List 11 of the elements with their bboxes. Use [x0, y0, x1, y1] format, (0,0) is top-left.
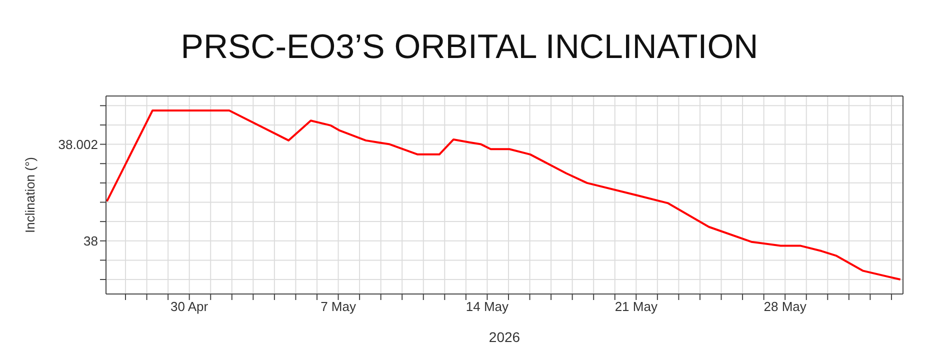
y-axis-title: Inclination (°) [22, 156, 38, 234]
chart-title: PRSC-EO3’S ORBITAL INCLINATION [180, 26, 760, 68]
line-series [106, 109, 902, 281]
x-axis-title: 2026 [488, 329, 520, 345]
y-tick-label: 38.002 [58, 136, 98, 152]
x-tick-label: 28 May [764, 299, 807, 314]
y-tick-label: 38 [84, 233, 98, 248]
x-tick-label: 21 May [614, 299, 658, 314]
x-tick-label: 30 Apr [170, 299, 209, 314]
x-tick-label: 7 May [320, 299, 356, 314]
x-tick-label: 14 May [466, 299, 510, 314]
